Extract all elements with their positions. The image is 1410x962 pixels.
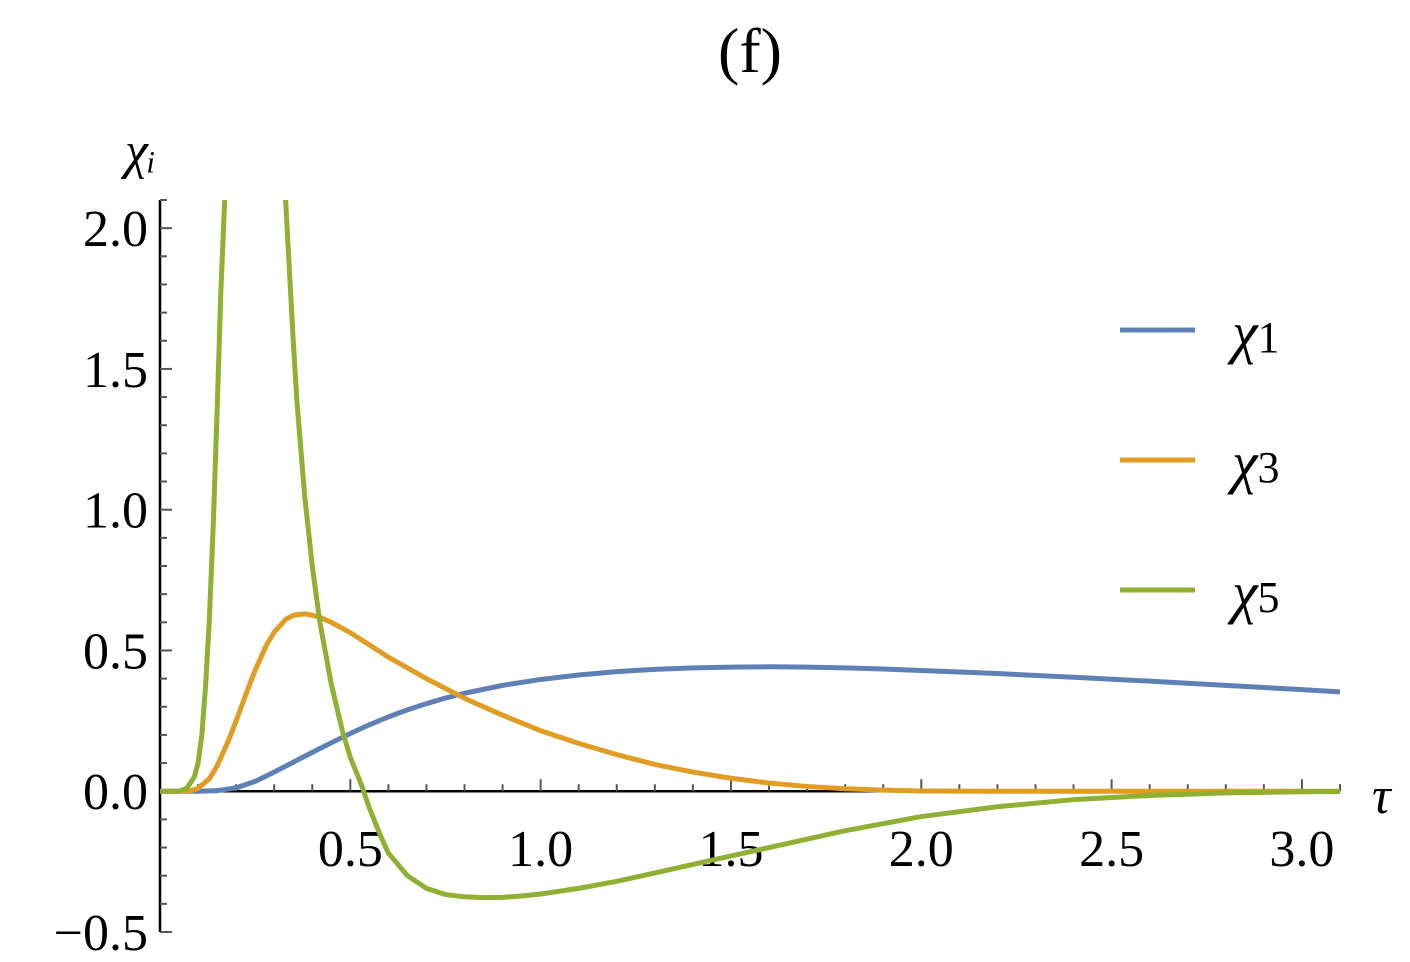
x-tick-label: 0.5 [318, 821, 383, 878]
y-tick-label: 1.5 [83, 342, 148, 399]
x-tick-label: 3.0 [1269, 821, 1334, 878]
y-tick-label: 0.0 [83, 764, 148, 821]
y-tick-label: 0.5 [83, 623, 148, 680]
chart-title: (f) [718, 15, 782, 86]
x-tick-label: 1.0 [508, 821, 573, 878]
series-line-2 [160, 611, 1340, 794]
legend: χ1 χ3 χ5 [1120, 300, 1280, 625]
y-tick-label: −0.5 [54, 905, 148, 962]
y-tick-label: 2.0 [83, 201, 148, 258]
y-tick-label: 1.0 [83, 483, 148, 540]
series-line-3 [160, 200, 1340, 901]
x-axis-label: τ [1372, 768, 1393, 825]
series-lines [160, 200, 1340, 901]
legend-label: χ1 [1227, 300, 1280, 365]
x-tick-label: 2.5 [1079, 821, 1144, 878]
series-line-1 [160, 664, 1340, 794]
x-tick-label: 2.0 [889, 821, 954, 878]
legend-label: χ5 [1227, 560, 1280, 625]
y-axis-label: χᵢ [120, 123, 156, 180]
legend-label: χ3 [1227, 430, 1280, 495]
ticks: 0.5 1.0 1.5 2.0 2.5 3.0−0.50.00.51.01.52.0 [54, 199, 1341, 962]
